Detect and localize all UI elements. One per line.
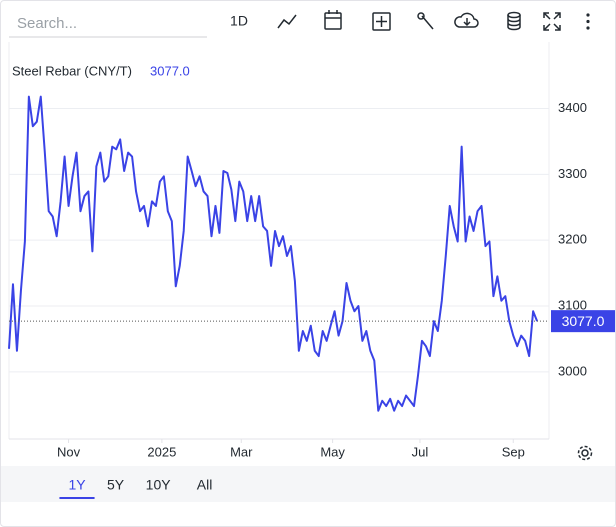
database-icon[interactable] xyxy=(507,11,521,31)
x-tick-label: Sep xyxy=(502,444,525,459)
x-tick-label: Jul xyxy=(412,444,429,459)
y-tick-label: 3000 xyxy=(558,363,587,378)
interval-button[interactable]: 1D xyxy=(230,13,248,29)
x-tick-label: Nov xyxy=(57,444,81,459)
calendar-icon[interactable] xyxy=(324,10,342,30)
y-tick-label: 3400 xyxy=(558,100,587,115)
range-button[interactable]: All xyxy=(197,477,213,493)
price-line xyxy=(8,95,539,412)
search-placeholder[interactable]: Search... xyxy=(17,15,77,32)
range-button[interactable]: 5Y xyxy=(107,477,125,493)
x-tick-label: Mar xyxy=(230,444,253,459)
search-box[interactable] xyxy=(9,9,207,37)
chart-type-icon[interactable] xyxy=(277,14,297,29)
series-title: Steel Rebar (CNY/T) xyxy=(12,63,132,78)
last-price: 3077.0 xyxy=(150,63,190,78)
y-tick-label: 3300 xyxy=(558,166,587,181)
more-icon[interactable] xyxy=(586,13,590,30)
y-tick-label: 3200 xyxy=(558,232,587,247)
range-button[interactable]: 1Y xyxy=(68,477,86,493)
range-button[interactable]: 10Y xyxy=(146,477,172,493)
x-tick-label: 2025 xyxy=(147,444,176,459)
fullscreen-icon[interactable] xyxy=(543,12,561,31)
range-bar xyxy=(1,466,615,502)
x-tick-label: May xyxy=(320,444,345,459)
settings-tool-icon[interactable] xyxy=(417,12,434,30)
gear-icon[interactable] xyxy=(577,445,593,461)
y-tick-label: 3100 xyxy=(558,297,587,312)
last-price-tag-label: 3077.0 xyxy=(562,313,605,329)
indicator-icon[interactable] xyxy=(372,12,391,31)
download-icon[interactable] xyxy=(454,12,479,28)
last-price-tag xyxy=(551,310,615,333)
